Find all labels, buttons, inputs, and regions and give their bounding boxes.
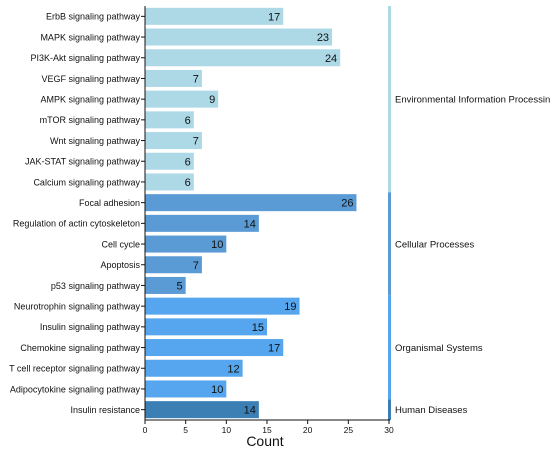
x-tick-label-20: 20: [303, 425, 313, 435]
category-label-vegf-signaling-pathway: VEGF signaling pathway: [41, 74, 140, 84]
bar-insulin-resistance: [145, 401, 259, 419]
category-label-calcium-signaling-pathway: Calcium signaling pathway: [33, 177, 140, 187]
bars: [145, 7, 357, 419]
value-label-pi3k-akt-signaling-pathway: 24: [325, 53, 337, 65]
value-label-erbb-signaling-pathway: 17: [268, 11, 280, 23]
value-label-ampk-signaling-pathway: 9: [209, 94, 215, 106]
group-label-human-diseases: Human Diseases: [395, 405, 468, 416]
value-label-adipocytokine-signaling-pathway: 10: [211, 384, 223, 396]
value-label-chemokine-signaling-pathway: 17: [268, 343, 280, 355]
bar-apoptosis: [145, 256, 202, 274]
group-strips: [388, 6, 391, 420]
x-axis: 0 5 10 15 20 25 30: [143, 419, 394, 435]
group-label-environmental-information-processing: Environmental Information Processing: [395, 95, 550, 106]
category-label-regulation-of-actin-cytoskeleton: Regulation of actin cytoskeleton: [13, 219, 140, 229]
bar-jak-stat-signaling-pathway: [145, 152, 194, 170]
bar-insulin-signaling-pathway: [145, 318, 267, 336]
category-label-mapk-signaling-pathway: MAPK signaling pathway: [40, 32, 140, 42]
category-label-neurotrophin-signaling-pathway: Neurotrophin signaling pathway: [14, 301, 141, 311]
bar-chemokine-signaling-pathway: [145, 339, 284, 357]
category-label-insulin-signaling-pathway: Insulin signaling pathway: [40, 322, 141, 332]
bar-pi3k-akt-signaling-pathway: [145, 49, 341, 67]
category-labels: ErbB signaling pathway MAPK signaling pat…: [9, 12, 145, 415]
category-label-ampk-signaling-pathway: AMPK signaling pathway: [40, 94, 140, 104]
value-label-apoptosis: 7: [193, 260, 199, 272]
category-label-pi3k-akt-signaling-pathway: PI3K-Akt signaling pathway: [30, 53, 140, 63]
value-label-cell-cycle: 10: [211, 239, 223, 251]
category-label-p53-signaling-pathway: p53 signaling pathway: [51, 281, 141, 291]
x-tick-label-30: 30: [384, 425, 394, 435]
group-label-cellular-processes: Cellular Processes: [395, 240, 474, 251]
category-label-jak-stat-signaling-pathway: JAK-STAT signaling pathway: [25, 157, 141, 167]
bar-calcium-signaling-pathway: [145, 173, 194, 191]
value-label-insulin-signaling-pathway: 15: [252, 322, 264, 334]
x-tick-label-25: 25: [344, 425, 354, 435]
group-strip-organismal-systems: [388, 295, 391, 400]
value-label-focal-adhesion: 26: [341, 198, 353, 210]
category-label-adipocytokine-signaling-pathway: Adipocytokine signaling pathway: [10, 384, 141, 394]
bar-p53-signaling-pathway: [145, 276, 186, 294]
x-tick-label-5: 5: [183, 425, 188, 435]
bar-neurotrophin-signaling-pathway: [145, 297, 300, 315]
group-strip-human-diseases: [388, 399, 391, 420]
value-label-vegf-signaling-pathway: 7: [193, 73, 199, 85]
bar-t-cell-receptor-signaling-pathway: [145, 359, 243, 377]
bar-ampk-signaling-pathway: [145, 90, 219, 108]
category-label-wnt-signaling-pathway: Wnt signaling pathway: [50, 136, 141, 146]
x-tick-label-15: 15: [262, 425, 272, 435]
x-tick-label-0: 0: [143, 425, 148, 435]
bar-wnt-signaling-pathway: [145, 132, 202, 150]
bar-erbb-signaling-pathway: [145, 7, 284, 25]
value-label-regulation-of-actin-cytoskeleton: 14: [244, 218, 256, 230]
category-label-chemokine-signaling-pathway: Chemokine signaling pathway: [20, 343, 140, 353]
category-label-insulin-resistance: Insulin resistance: [70, 405, 140, 415]
category-label-mtor-signaling-pathway: mTOR signaling pathway: [40, 115, 141, 125]
bar-mapk-signaling-pathway: [145, 28, 333, 46]
value-label-t-cell-receptor-signaling-pathway: 12: [227, 363, 239, 375]
value-label-jak-stat-signaling-pathway: 6: [185, 156, 191, 168]
x-tick-label-10: 10: [222, 425, 232, 435]
category-label-cell-cycle: Cell cycle: [101, 239, 140, 249]
value-label-insulin-resistance: 14: [244, 405, 256, 417]
bar-focal-adhesion: [145, 194, 357, 212]
group-label-organismal-systems: Organismal Systems: [395, 343, 483, 354]
group-labels: Environmental Information Processing Cell…: [395, 95, 550, 416]
value-label-calcium-signaling-pathway: 6: [185, 177, 191, 189]
group-strip-environmental-information-processing: [388, 6, 391, 193]
value-label-wnt-signaling-pathway: 7: [193, 136, 199, 148]
value-label-neurotrophin-signaling-pathway: 19: [284, 301, 296, 313]
bar-regulation-of-actin-cytoskeleton: [145, 214, 259, 232]
bar-cell-cycle: [145, 235, 227, 253]
category-label-t-cell-receptor-signaling-pathway: T cell receptor signaling pathway: [9, 364, 140, 374]
category-label-apoptosis: Apoptosis: [100, 260, 140, 270]
value-label-p53-signaling-pathway: 5: [177, 280, 183, 292]
value-label-mapk-signaling-pathway: 23: [317, 32, 329, 44]
category-label-focal-adhesion: Focal adhesion: [79, 198, 140, 208]
category-label-erbb-signaling-pathway: ErbB signaling pathway: [46, 12, 141, 22]
group-strip-cellular-processes: [388, 192, 391, 296]
x-axis-title: Count: [246, 433, 283, 449]
bar-adipocytokine-signaling-pathway: [145, 380, 227, 398]
value-label-mtor-signaling-pathway: 6: [185, 115, 191, 127]
bar-vegf-signaling-pathway: [145, 69, 202, 87]
bar-mtor-signaling-pathway: [145, 111, 194, 129]
